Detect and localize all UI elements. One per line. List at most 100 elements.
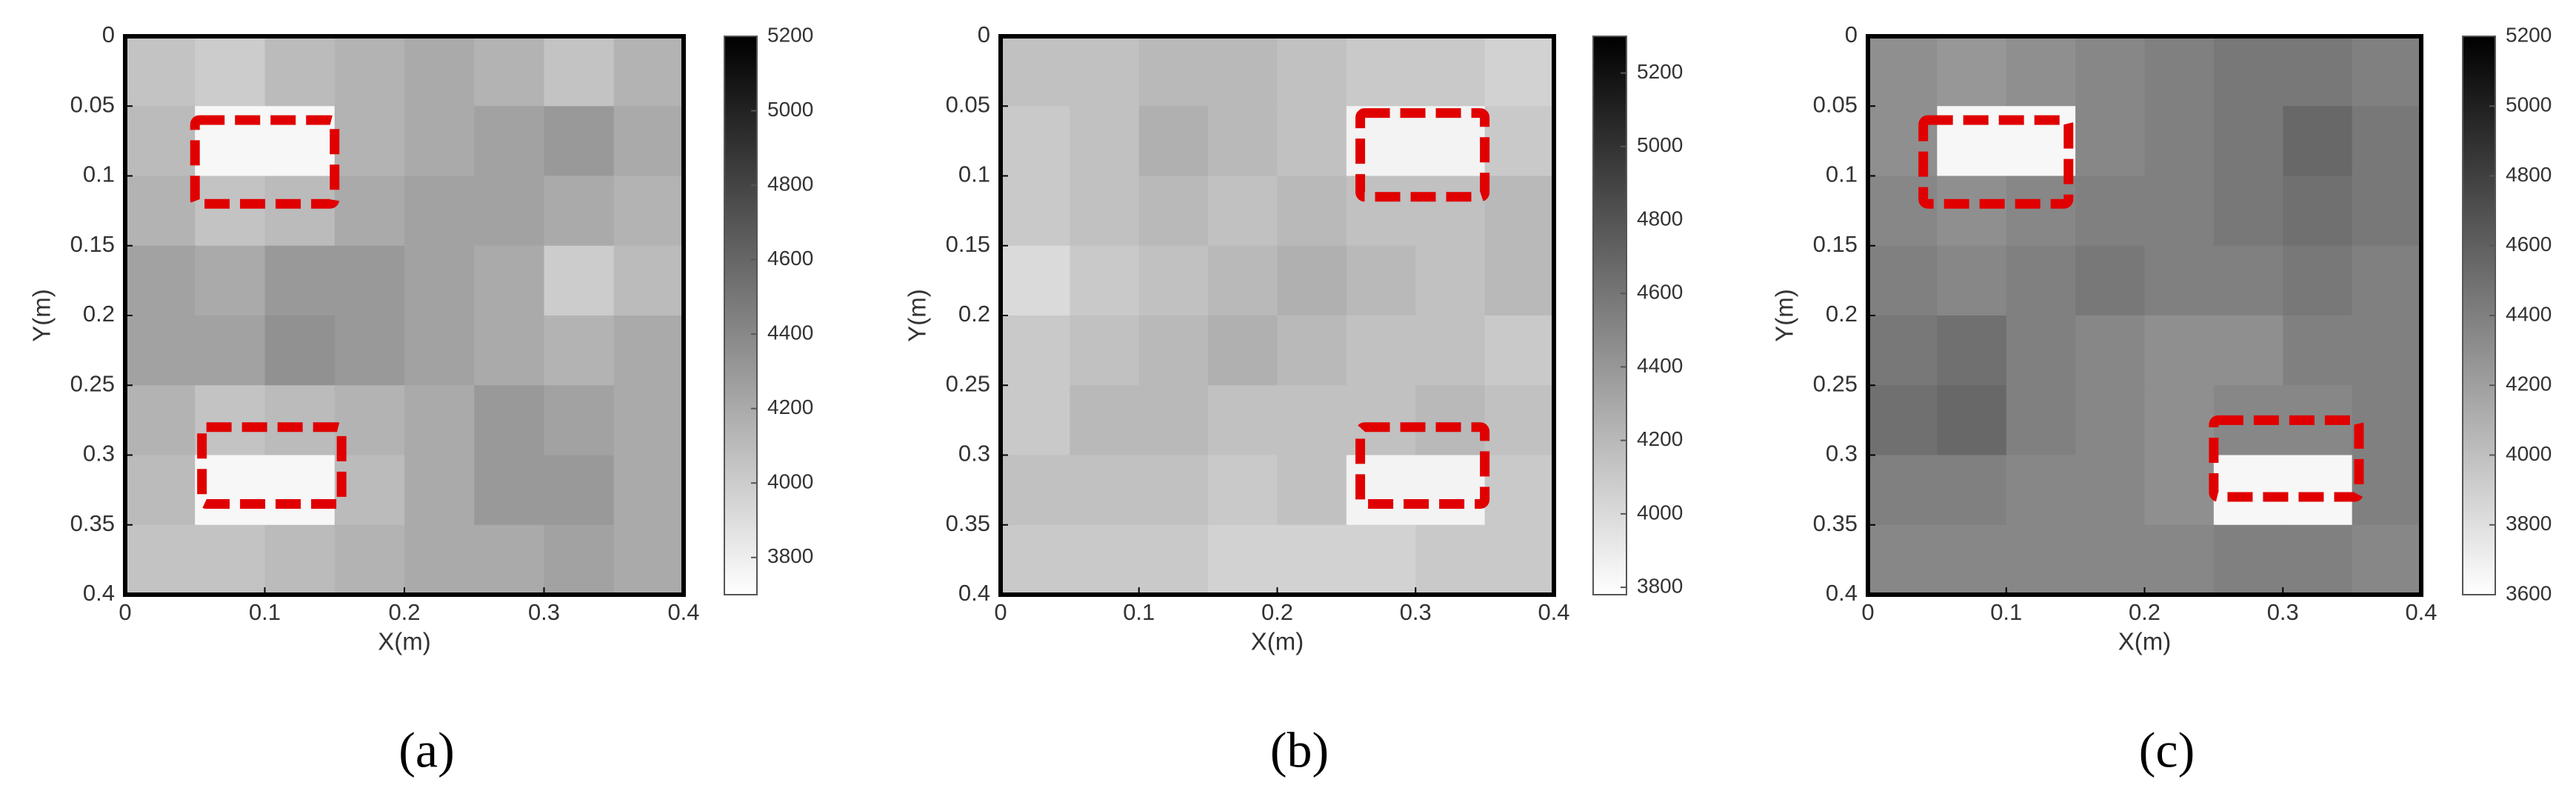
heatmap-cell: [264, 524, 336, 595]
heatmap-cell: [474, 36, 544, 107]
colorbar-tick-label: 5200: [767, 23, 813, 46]
colorbar: [724, 36, 758, 595]
heatmap-cell: [2144, 176, 2215, 247]
y-tick-label: 0.25: [70, 370, 115, 396]
heatmap-cell: [1208, 455, 1278, 526]
heatmap-cell: [1208, 524, 1278, 595]
y-tick-label: 0.3: [958, 441, 990, 467]
heatmap-cell: [195, 315, 265, 386]
colorbar-tick-label: 4600: [1637, 281, 1683, 304]
colorbar-tick-label: 4400: [2506, 302, 2552, 325]
heatmap-cell: [2006, 176, 2076, 247]
defect-box: [2209, 415, 2364, 502]
colorbar-tick-label: 5000: [767, 98, 813, 121]
heatmap-cell: [1138, 455, 1209, 526]
colorbar-tick-label: 4600: [2506, 233, 2552, 255]
heatmap-cell: [2213, 524, 2283, 595]
x-tick-label: 0.3: [2267, 599, 2299, 625]
heatmap-cell: [1138, 524, 1209, 595]
heatmap-cell: [1415, 385, 1486, 455]
heatmap-cell: [1937, 245, 2007, 316]
y-tick-label: 0.2: [83, 301, 115, 327]
heatmap-cell: [474, 315, 544, 386]
heatmap-cell: [125, 106, 196, 176]
heatmap-cell: [2144, 315, 2215, 386]
heatmap-cell: [404, 176, 475, 247]
heatmap-cell: [2006, 36, 2076, 107]
heatmap-cell: [2283, 315, 2353, 386]
heatmap-cell: [2213, 315, 2283, 386]
heatmap-cell: [474, 385, 544, 455]
heatmap-cell: [1415, 524, 1486, 595]
heatmap-cell: [125, 455, 196, 526]
heatmap-cell: [1001, 176, 1070, 247]
heatmap-cell: [2352, 106, 2422, 176]
y-tick-label: 0.1: [958, 161, 990, 187]
heatmap-cell: [1937, 36, 2007, 107]
heatmap-cell: [2352, 524, 2422, 595]
x-tick-label: 0: [994, 599, 1007, 625]
heatmap-cell: [334, 245, 405, 316]
y-tick-label: 0.3: [83, 441, 115, 467]
heatmap-cell: [1208, 106, 1278, 176]
colorbar-tick-label: 5000: [1637, 133, 1683, 156]
heatmap-cell: [1868, 524, 1938, 595]
y-axis-label: Y(m): [1771, 289, 1798, 341]
heatmap-cell: [1484, 106, 1555, 176]
x-tick-label: 0.4: [1538, 599, 1569, 625]
heatmap-cell: [613, 36, 684, 107]
colorbar-tick-label: 4800: [767, 172, 813, 195]
panel-label: (b): [1270, 722, 1329, 778]
heatmap-cell: [2144, 385, 2215, 455]
heatmap-cell: [1346, 315, 1416, 386]
x-tick-label: 0.2: [1261, 599, 1293, 625]
heatmap-cell: [1937, 385, 2007, 455]
heatmap-cell: [1208, 36, 1278, 107]
heatmap-cell: [2283, 106, 2353, 176]
heatmap-cell: [474, 176, 544, 247]
heatmap-cell: [1277, 36, 1347, 107]
heatmap-cell: [2352, 315, 2422, 386]
heatmap-cell: [1070, 455, 1140, 526]
x-axis-label: X(m): [2118, 628, 2171, 655]
heatmap-cell: [1138, 36, 1209, 107]
heatmap-cell: [334, 524, 405, 595]
heatmap-cell: [334, 176, 405, 247]
heatmap-cell: [613, 106, 684, 176]
colorbar-tick-label: 4400: [1637, 354, 1683, 377]
heatmap-cell: [2213, 455, 2283, 526]
heatmap-cell: [264, 385, 336, 455]
heatmap-cell: [2144, 524, 2215, 595]
heatmap-cell: [404, 455, 475, 526]
heatmap-cell: [264, 315, 336, 386]
colorbar-tick-label: 4000: [2506, 442, 2552, 465]
heatmap-cell: [2213, 245, 2283, 316]
heatmap-cell: [613, 176, 684, 247]
colorbar-tick-label: 5000: [2506, 93, 2552, 116]
heatmap-cell: [1484, 524, 1555, 595]
heatmap-cell: [125, 385, 196, 455]
heatmap-cell: [1001, 385, 1070, 455]
heatmap-cell: [1868, 315, 1938, 386]
colorbar-tick-label: 3800: [2506, 512, 2552, 535]
colorbar-tick-label: 4200: [1637, 427, 1683, 450]
heatmap-cell: [613, 245, 684, 316]
heatmap-cell: [2075, 106, 2145, 176]
heatmap-cell: [544, 176, 615, 247]
y-tick-label: 0.2: [1826, 301, 1858, 327]
heatmap-cell: [613, 524, 684, 595]
heatmap-cell: [2283, 524, 2353, 595]
heatmap-cell: [1484, 315, 1555, 386]
y-tick-label: 0.05: [1813, 91, 1858, 117]
heatmap-cell: [1484, 176, 1555, 247]
heatmap-cell: [1001, 455, 1070, 526]
x-tick-label: 0.1: [1990, 599, 2022, 625]
heatmap-cell: [2144, 36, 2215, 107]
heatmap-cell: [2006, 524, 2076, 595]
colorbar-tick-label: 4800: [1637, 207, 1683, 230]
panel: 0 0.1 0.2 0.3 0.400.050.10.150.20.250.30.350…: [28, 21, 814, 778]
y-tick-label: 0.25: [1813, 370, 1858, 396]
heatmap-cell: [613, 315, 684, 386]
heatmap-cell: [2352, 176, 2422, 247]
heatmap-cell: [264, 36, 336, 107]
